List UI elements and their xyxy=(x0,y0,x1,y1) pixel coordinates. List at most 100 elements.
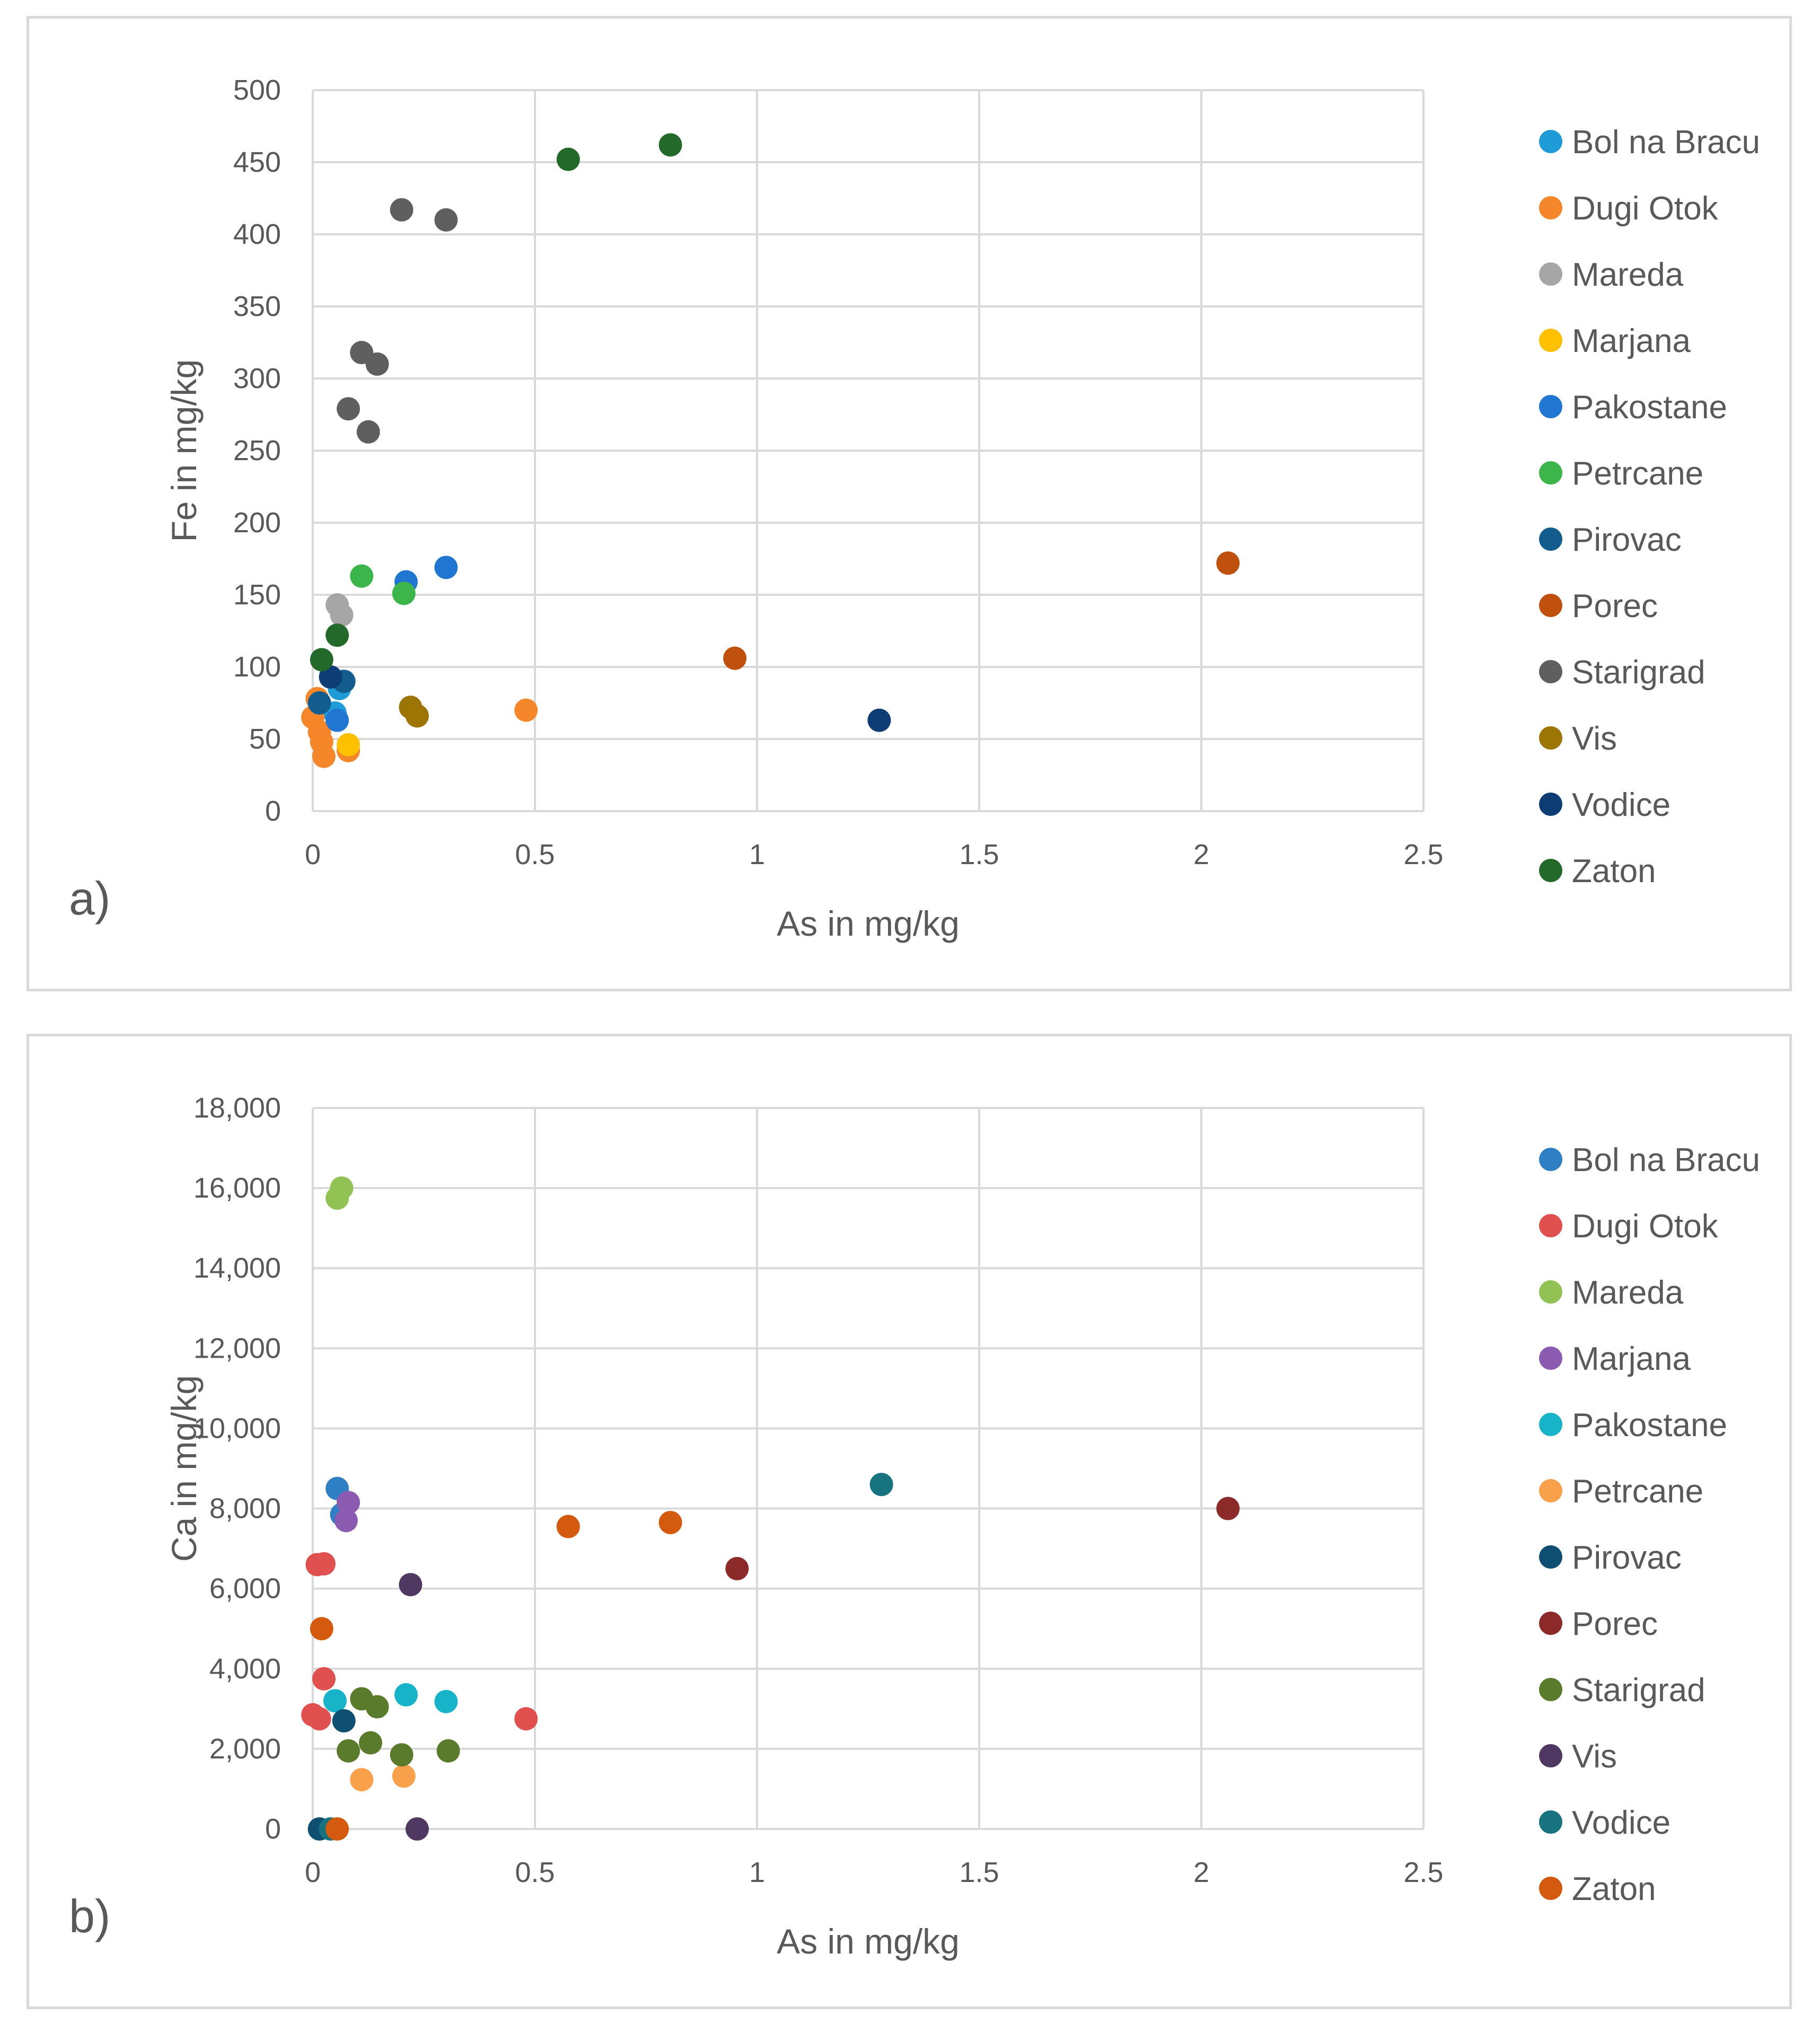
data-point-starigrad xyxy=(358,1731,382,1755)
data-point-marjana xyxy=(337,1491,361,1515)
legend-label-vodice: Vodice xyxy=(1572,1805,1670,1841)
x-tick-label: 2 xyxy=(1193,1857,1209,1888)
legend-marker-vis xyxy=(1539,1744,1562,1767)
y-tick-label: 16,000 xyxy=(194,1172,281,1204)
data-point-vis xyxy=(399,1573,423,1597)
series-starigrad xyxy=(337,198,458,444)
legend-marker-zaton xyxy=(1539,1877,1562,1900)
series-starigrad xyxy=(337,1687,460,1767)
data-point-pakostane xyxy=(394,1683,418,1706)
data-point-porec xyxy=(1216,551,1240,575)
data-point-dugi-otok xyxy=(312,1667,336,1691)
legend-label-pirovac: Pirovac xyxy=(1572,1540,1682,1576)
data-point-vis xyxy=(405,704,429,728)
data-point-vodice xyxy=(869,1473,893,1497)
y-tick-label: 100 xyxy=(233,651,281,683)
legend-marker-pakostane xyxy=(1539,1413,1562,1436)
legend-marker-starigrad xyxy=(1539,660,1562,683)
legend-label-vis: Vis xyxy=(1572,1738,1617,1775)
x-tick-label: 0.5 xyxy=(515,839,555,870)
data-point-mareda xyxy=(330,603,354,627)
data-point-pirovac xyxy=(307,691,331,715)
legend-marker-mareda xyxy=(1539,1280,1562,1304)
series-zaton xyxy=(310,1511,682,1841)
series-mareda xyxy=(326,1176,354,1210)
legend-marker-porec xyxy=(1539,1612,1562,1635)
series-petrcane xyxy=(350,564,416,605)
legend-marker-vodice xyxy=(1539,1810,1562,1834)
scatter-chart-fe-vs-as: 0 50 100 150 200 250 300 350 400 450 500 0 0.5 1 1.5 2 2… xyxy=(69,74,1760,943)
data-point-dugi-otok xyxy=(514,698,538,722)
y-tick-label: 2,000 xyxy=(209,1733,281,1765)
x-axis-title: As in mg/kg xyxy=(777,1922,960,1961)
y-axis-title: Fe in mg/kg xyxy=(164,359,204,542)
data-point-pakostane xyxy=(326,708,349,732)
series-pakostane xyxy=(323,1683,458,1713)
x-tick-label: 1.5 xyxy=(959,839,999,870)
data-point-porec xyxy=(1216,1497,1240,1520)
legend-label-bol-na-bracu: Bol na Bracu xyxy=(1572,124,1760,161)
y-tick-label: 14,000 xyxy=(194,1252,281,1284)
y-tick-label: 250 xyxy=(233,435,281,467)
data-point-petrcane xyxy=(350,1768,374,1792)
y-tick-label: 18,000 xyxy=(194,1092,281,1124)
x-tick-label: 0 xyxy=(305,839,321,870)
legend-marker-vis xyxy=(1539,726,1562,750)
y-tick-label: 8,000 xyxy=(209,1493,281,1525)
legend-marker-starigrad xyxy=(1539,1678,1562,1701)
x-tick-label: 0.5 xyxy=(515,1857,555,1888)
x-tick-label: 1.5 xyxy=(959,1857,999,1888)
legend-label-pakostane: Pakostane xyxy=(1572,389,1727,426)
legend-marker-bol-na-bracu xyxy=(1539,1148,1562,1171)
x-tick-label: 2.5 xyxy=(1403,1857,1443,1888)
data-point-pirovac xyxy=(332,1709,356,1732)
legend-label-porec: Porec xyxy=(1572,1606,1658,1642)
data-point-starigrad xyxy=(390,1743,414,1767)
data-point-pakostane xyxy=(323,1689,347,1713)
y-tick-label: 350 xyxy=(233,291,281,322)
data-point-dugi-otok xyxy=(312,1552,336,1576)
data-point-porec xyxy=(723,646,747,670)
legend-label-marjana: Marjana xyxy=(1572,323,1691,359)
y-tick-label: 10,000 xyxy=(194,1412,281,1444)
data-point-starigrad xyxy=(434,208,458,232)
scatter-chart-ca-vs-as: 0 2,000 4,000 6,000 8,000 10,000 12,000 14,000 1… xyxy=(69,1092,1760,1961)
series-marjana xyxy=(334,1491,361,1533)
legend-label-zaton: Zaton xyxy=(1572,1871,1656,1907)
y-tick-label: 150 xyxy=(233,579,281,611)
legend-label-vodice: Vodice xyxy=(1572,787,1670,823)
series-porec xyxy=(725,1497,1240,1580)
series-vodice xyxy=(319,665,891,732)
legend-label-mareda: Mareda xyxy=(1572,257,1684,293)
data-point-zaton xyxy=(658,133,682,157)
data-point-petrcane xyxy=(350,564,374,588)
legend-marker-mareda xyxy=(1539,262,1562,286)
y-axis-title: Ca in mg/kg xyxy=(164,1375,204,1562)
data-point-vodice xyxy=(867,708,891,732)
data-point-dugi-otok xyxy=(307,1707,331,1731)
y-tick-label: 450 xyxy=(233,146,281,178)
x-tick-label: 0 xyxy=(305,1857,321,1888)
panel-label: b) xyxy=(69,1890,110,1942)
legend-marker-pakostane xyxy=(1539,395,1562,418)
y-tick-label: 0 xyxy=(265,795,281,827)
data-point-starigrad xyxy=(365,352,389,376)
data-point-zaton xyxy=(556,1515,580,1538)
y-tick-label: 50 xyxy=(249,723,281,755)
y-tick-label: 200 xyxy=(233,507,281,539)
series-vis xyxy=(399,696,429,728)
data-point-vodice xyxy=(319,665,342,689)
legend-label-dugi-otok: Dugi Otok xyxy=(1572,190,1719,227)
legend-label-starigrad: Starigrad xyxy=(1572,654,1705,691)
chart-panel-a: 0 50 100 150 200 250 300 350 400 450 500 0 0.5 1 1.5 2 2… xyxy=(27,16,1792,991)
legend-marker-dugi-otok xyxy=(1539,196,1562,219)
data-point-mareda xyxy=(330,1176,354,1200)
legend-label-starigrad: Starigrad xyxy=(1572,1672,1705,1709)
legend-label-pakostane: Pakostane xyxy=(1572,1407,1727,1444)
series-porec xyxy=(723,551,1240,670)
data-point-pakostane xyxy=(434,556,458,579)
data-point-starigrad xyxy=(436,1739,460,1763)
legend-marker-pirovac xyxy=(1539,1545,1562,1569)
series-pakostane xyxy=(326,556,458,732)
data-point-zaton xyxy=(326,623,349,647)
